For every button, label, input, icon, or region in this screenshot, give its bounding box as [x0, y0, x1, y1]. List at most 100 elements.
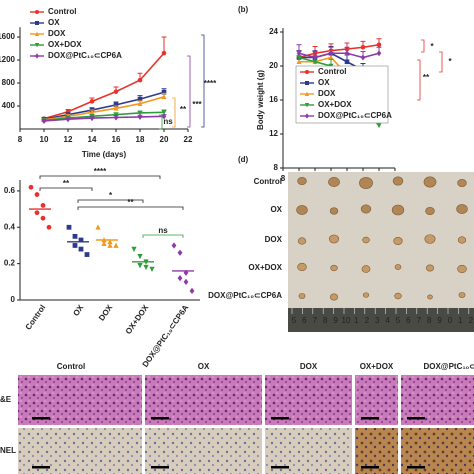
tumor	[457, 264, 467, 274]
ruler-number: 6	[406, 316, 411, 325]
scale-bar	[32, 466, 50, 469]
ruler-number: 5	[396, 316, 401, 325]
ruler-number: 9	[437, 316, 442, 325]
marker	[72, 243, 78, 248]
marker	[137, 96, 143, 102]
significance-bracket	[421, 39, 425, 53]
marker	[328, 50, 334, 57]
x-tick-label: DOX@PtC₁₀⊂CP6A	[141, 303, 191, 369]
marker	[34, 210, 40, 216]
significance-bracket	[201, 34, 205, 128]
significance-label: ns	[163, 117, 173, 126]
x-tick-label: 10	[40, 135, 49, 144]
marker	[35, 10, 39, 14]
marker	[107, 238, 113, 245]
y-tick-label: 0.2	[4, 259, 16, 268]
marker	[34, 192, 40, 197]
he-image	[18, 375, 142, 425]
row-label: &E	[0, 395, 12, 404]
marker	[41, 117, 47, 124]
marker	[161, 113, 167, 120]
tumor	[427, 294, 433, 300]
x-tick-label: OX	[71, 303, 85, 318]
ruler-number: 10	[342, 316, 351, 325]
scale-bar	[361, 417, 379, 420]
significance-label: *	[448, 57, 452, 66]
ruler-number: 8	[427, 316, 432, 325]
tumor	[425, 264, 434, 272]
tumor	[424, 234, 436, 244]
significance-label: **	[63, 179, 70, 188]
scale-bar	[151, 417, 169, 420]
significance-bracket	[417, 59, 421, 101]
tumor	[362, 236, 370, 244]
panel-label: (b)	[238, 5, 249, 14]
marker	[305, 113, 309, 119]
x-tick-label: 8	[281, 174, 286, 183]
ruler-number: 1	[458, 316, 463, 325]
significance-bracket	[439, 51, 443, 73]
row-label: OX+DOX	[248, 263, 282, 272]
marker	[46, 224, 52, 230]
error-bar	[161, 36, 167, 54]
legend-label: DOX@PtC₁₀⊂CP6A	[318, 111, 392, 120]
x-tick-label: 12	[64, 135, 73, 144]
marker	[34, 31, 40, 36]
marker	[28, 184, 34, 190]
series-line	[43, 96, 165, 121]
scale-bar	[407, 417, 425, 420]
marker	[305, 70, 309, 74]
ruler-number: 2	[469, 316, 474, 325]
column-header: OX+DOX	[360, 362, 394, 371]
marker	[296, 58, 302, 65]
legend-label: DOX	[318, 89, 336, 98]
ruler	[288, 308, 474, 332]
series-line	[298, 52, 380, 59]
tumor	[361, 265, 371, 273]
column-header: Control	[57, 362, 85, 371]
marker	[137, 263, 143, 269]
marker	[89, 109, 95, 115]
y-tick-label: 16	[269, 95, 278, 104]
marker	[328, 54, 334, 60]
tumor	[359, 177, 373, 189]
y-tick-label: 12	[269, 129, 278, 138]
series-line	[298, 43, 380, 59]
marker	[35, 21, 39, 25]
marker	[95, 224, 101, 230]
column-header: DOX	[300, 362, 318, 371]
marker	[101, 240, 107, 247]
ruler-number: 7	[313, 316, 318, 325]
significance-label: ****	[204, 79, 217, 88]
tumor	[362, 292, 370, 298]
scale-bar	[271, 466, 289, 469]
tumor	[457, 236, 467, 244]
marker	[40, 203, 46, 208]
row-label: DOX	[265, 235, 283, 244]
y-tick-label: 0	[11, 295, 16, 304]
marker	[312, 59, 318, 65]
tumor	[296, 205, 308, 215]
marker	[113, 89, 119, 94]
marker	[177, 249, 183, 256]
scale-bar	[32, 417, 50, 420]
marker	[189, 287, 195, 295]
tumor	[457, 178, 467, 188]
marker	[376, 42, 382, 48]
tumor	[298, 293, 306, 299]
series-line	[43, 52, 165, 120]
marker	[376, 50, 382, 57]
marker	[296, 50, 302, 57]
x-tick-label: 20	[160, 135, 169, 144]
marker	[137, 110, 143, 116]
tumor	[458, 292, 466, 298]
y-tick-label: 1600	[0, 32, 16, 41]
marker	[72, 233, 78, 239]
y-tick-label: 0.4	[4, 222, 16, 231]
significance-label: ns	[158, 226, 168, 235]
tumor	[391, 204, 405, 216]
y-tick-label: 20	[269, 61, 278, 70]
x-axis-label: Time (days)	[82, 150, 127, 159]
marker	[304, 103, 310, 108]
series-line	[43, 91, 165, 121]
